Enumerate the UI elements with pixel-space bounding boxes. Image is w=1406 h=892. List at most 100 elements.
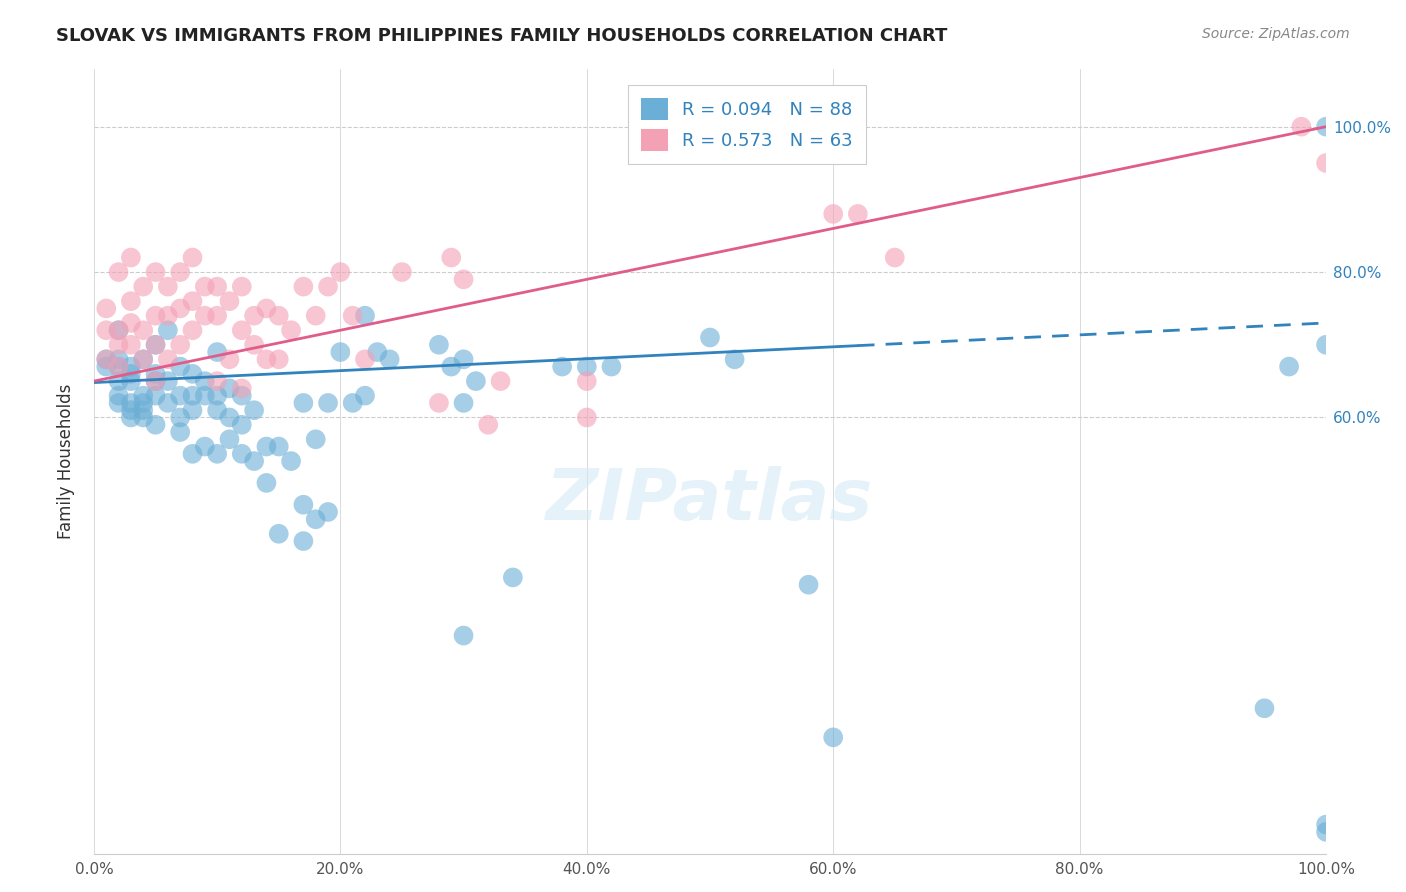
Point [218,294,240,309]
Point [354,352,377,367]
Point [156,279,179,293]
Point [267,352,290,367]
Point [205,309,228,323]
Point [120,403,142,417]
Point [427,396,450,410]
Point [464,374,486,388]
Point [366,345,388,359]
Point [231,389,253,403]
Point [305,512,328,526]
Point [107,359,129,374]
Point [846,207,869,221]
Point [354,309,377,323]
Point [391,265,413,279]
Point [427,338,450,352]
Point [96,359,118,374]
Point [205,374,228,388]
Point [280,323,302,337]
Point [107,396,129,410]
Point [600,359,623,374]
Point [96,352,118,367]
Point [107,338,129,352]
Point [107,374,129,388]
Point [316,279,339,293]
Point [181,403,204,417]
Point [575,374,598,388]
Point [120,396,142,410]
Point [354,389,377,403]
Point [280,454,302,468]
Point [305,309,328,323]
Point [194,309,217,323]
Point [1315,825,1337,839]
Point [243,309,266,323]
Point [194,279,217,293]
Point [1278,359,1301,374]
Point [181,389,204,403]
Point [883,251,905,265]
Point [181,323,204,337]
Point [132,352,155,367]
Point [243,454,266,468]
Point [575,410,598,425]
Point [145,338,167,352]
Point [194,440,217,454]
Point [205,389,228,403]
Point [292,498,315,512]
Point [169,359,191,374]
Text: Source: ZipAtlas.com: Source: ZipAtlas.com [1202,27,1350,41]
Point [132,323,155,337]
Point [145,309,167,323]
Point [132,410,155,425]
Point [194,389,217,403]
Point [292,279,315,293]
Point [205,345,228,359]
Point [1253,701,1275,715]
Point [243,338,266,352]
Point [292,396,315,410]
Point [107,323,129,337]
Point [169,410,191,425]
Point [231,381,253,395]
Point [96,352,118,367]
Point [169,425,191,439]
Point [169,389,191,403]
Point [156,374,179,388]
Point [1291,120,1313,134]
Point [107,265,129,279]
Point [292,534,315,549]
Text: SLOVAK VS IMMIGRANTS FROM PHILIPPINES FAMILY HOUSEHOLDS CORRELATION CHART: SLOVAK VS IMMIGRANTS FROM PHILIPPINES FA… [56,27,948,45]
Legend: R = 0.094   N = 88, R = 0.573   N = 63: R = 0.094 N = 88, R = 0.573 N = 63 [628,86,866,164]
Point [477,417,499,432]
Point [1315,120,1337,134]
Point [145,265,167,279]
Point [169,301,191,316]
Point [120,359,142,374]
Point [181,251,204,265]
Point [1315,817,1337,831]
Point [218,410,240,425]
Point [797,577,820,591]
Point [120,316,142,330]
Point [218,432,240,446]
Point [145,338,167,352]
Text: ZIPatlas: ZIPatlas [547,466,873,535]
Point [96,301,118,316]
Point [169,338,191,352]
Point [575,359,598,374]
Point [823,207,845,221]
Point [145,389,167,403]
Point [205,403,228,417]
Point [145,417,167,432]
Point [132,396,155,410]
Point [156,352,179,367]
Point [699,330,721,344]
Point [145,367,167,381]
Point [194,374,217,388]
Point [823,731,845,745]
Point [132,279,155,293]
Point [342,396,364,410]
Point [453,629,475,643]
Point [107,359,129,374]
Point [305,432,328,446]
